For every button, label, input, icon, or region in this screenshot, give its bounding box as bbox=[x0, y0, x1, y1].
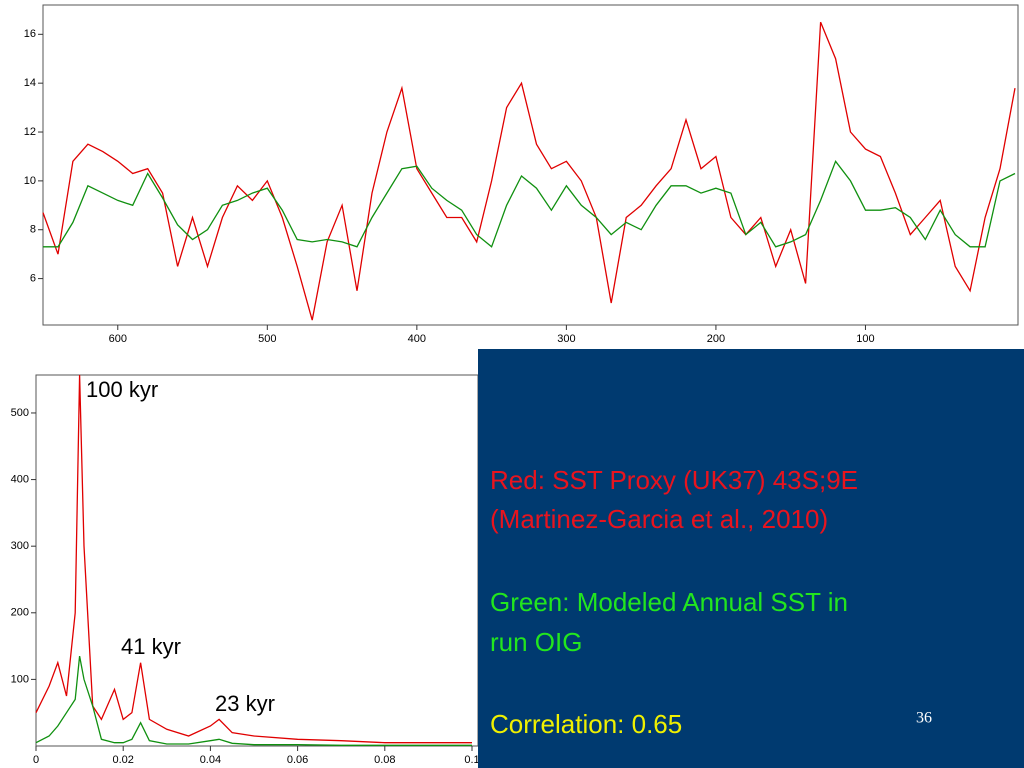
y-tick-label: 10 bbox=[24, 175, 36, 187]
y-tick-label: 500 bbox=[11, 407, 29, 419]
y-tick-label: 16 bbox=[24, 28, 36, 40]
page-number: 36 bbox=[916, 710, 932, 727]
annotation: 100 kyr bbox=[86, 377, 158, 402]
x-tick-label: 600 bbox=[109, 333, 127, 345]
x-tick-label: 0.1 bbox=[464, 754, 479, 766]
x-tick-label: 0 bbox=[33, 754, 39, 766]
y-tick-label: 8 bbox=[30, 224, 36, 236]
y-tick-label: 100 bbox=[11, 673, 29, 685]
y-tick-label: 14 bbox=[24, 77, 36, 89]
x-tick-label: 500 bbox=[258, 333, 276, 345]
correlation: Correlation: 0.65 bbox=[490, 709, 682, 739]
x-tick-label: 400 bbox=[408, 333, 426, 345]
y-tick-label: 200 bbox=[11, 607, 29, 619]
x-tick-label: 0.02 bbox=[112, 754, 133, 766]
plot-frame bbox=[42, 4, 1019, 326]
series-line bbox=[35, 655, 472, 746]
annotation: 23 kyr bbox=[215, 691, 275, 716]
y-tick-label: 400 bbox=[11, 473, 29, 485]
legend-text: Green: Modeled Annual SST in bbox=[490, 587, 848, 617]
x-tick-label: 200 bbox=[707, 333, 725, 345]
x-tick-label: 100 bbox=[856, 333, 874, 345]
legend-text: Red: SST Proxy (UK37) 43S;9E bbox=[490, 465, 858, 495]
series-line bbox=[35, 374, 472, 744]
x-tick-label: 0.08 bbox=[374, 754, 395, 766]
y-tick-label: 12 bbox=[24, 126, 36, 138]
series-line bbox=[42, 21, 1016, 321]
x-tick-label: 0.04 bbox=[200, 754, 221, 766]
series-line bbox=[43, 159, 1016, 248]
plot-frame bbox=[35, 374, 479, 747]
plots: 6 8 10 12 14 16 600 500 400 300 200 100 100 200 300 400… bbox=[11, 21, 1016, 766]
y-tick-label: 6 bbox=[30, 272, 36, 284]
text-box bbox=[478, 349, 1024, 768]
x-tick-label: 300 bbox=[557, 333, 575, 345]
x-tick-label: 0.06 bbox=[287, 754, 308, 766]
legend-text: (Martinez-Garcia et al., 2010) bbox=[490, 504, 828, 534]
legend-text: run OIG bbox=[490, 627, 582, 657]
annotation: 41 kyr bbox=[121, 634, 181, 659]
y-tick-label: 300 bbox=[11, 540, 29, 552]
